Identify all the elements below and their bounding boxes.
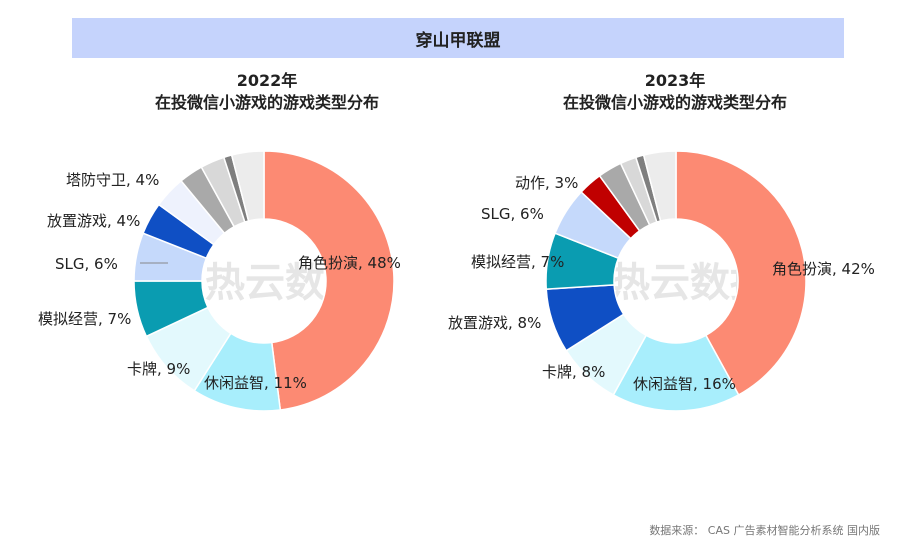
slice-label-塔防守卫: 塔防守卫, 4% bbox=[66, 171, 159, 189]
donut-2023: 角色扮演, 42% 休闲益智, 16% 卡牌, 8% 放置游戏, 8% 模拟经营, 7%… bbox=[448, 150, 875, 412]
slice-label-卡牌: 卡牌, 8% bbox=[542, 363, 605, 381]
chart-title-2022: 2022年 在投微信小游戏的游戏类型分布 bbox=[107, 70, 427, 114]
header-banner: 穿山甲联盟 bbox=[72, 18, 844, 58]
donut-slice-other-10 bbox=[642, 150, 677, 222]
donut-slice-other-10 bbox=[230, 150, 265, 222]
data-source-note: 数据来源： CAS 广告素材智能分析系统 国内版 bbox=[649, 524, 880, 537]
chart-title-2023: 2023年 在投微信小游戏的游戏类型分布 bbox=[515, 70, 835, 114]
donut-slice-角色扮演 bbox=[263, 150, 395, 411]
slice-label-动作: 动作, 3% bbox=[515, 174, 578, 192]
slice-label-SLG: SLG, 6% bbox=[55, 255, 118, 273]
slice-label-放置游戏: 放置游戏, 8% bbox=[448, 314, 541, 332]
slice-label-休闲益智: 休闲益智, 16% bbox=[633, 375, 736, 393]
slice-label-SLG: SLG, 6% bbox=[481, 205, 544, 223]
chart-title-2022-year: 2022年 bbox=[236, 71, 298, 90]
slice-label-休闲益智: 休闲益智, 11% bbox=[204, 374, 307, 392]
chart-title-2023-year: 2023年 bbox=[644, 71, 706, 90]
slice-label-模拟经营: 模拟经营, 7% bbox=[38, 310, 131, 328]
slice-label-角色扮演: 角色扮演, 48% bbox=[298, 254, 401, 272]
donut-2022: 角色扮演, 48% 休闲益智, 11% 卡牌, 9% 模拟经营, 7% SLG, 6% 放… bbox=[38, 150, 401, 412]
banner-title: 穿山甲联盟 bbox=[415, 30, 501, 51]
chart-title-2022-subtitle: 在投微信小游戏的游戏类型分布 bbox=[154, 93, 379, 112]
slice-label-角色扮演: 角色扮演, 42% bbox=[772, 260, 875, 278]
chart-title-2023-subtitle: 在投微信小游戏的游戏类型分布 bbox=[562, 93, 787, 112]
slice-label-卡牌: 卡牌, 9% bbox=[127, 360, 190, 378]
slice-label-放置游戏: 放置游戏, 4% bbox=[47, 212, 140, 230]
donut-slice-角色扮演 bbox=[675, 150, 807, 396]
slice-label-模拟经营: 模拟经营, 7% bbox=[471, 253, 564, 271]
